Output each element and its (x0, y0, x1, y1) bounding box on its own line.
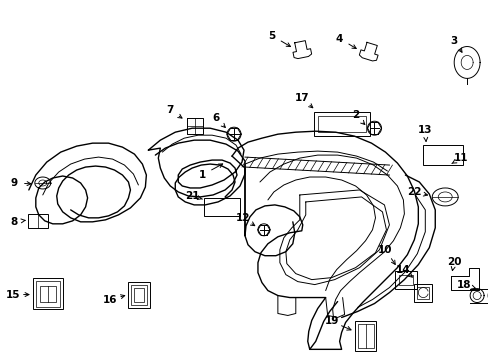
Text: 19: 19 (324, 316, 338, 327)
Text: 4: 4 (335, 33, 343, 44)
Bar (399, 275, 412, 285)
Text: 6: 6 (212, 113, 219, 123)
Bar (423, 145, 462, 165)
Text: 16: 16 (103, 294, 118, 305)
Bar (131, 285, 147, 305)
Bar (413, 284, 431, 302)
Text: 15: 15 (6, 289, 20, 300)
Bar (203, 198, 240, 216)
Bar (128, 282, 150, 307)
Bar (357, 324, 373, 348)
Bar (28, 214, 48, 228)
Text: 11: 11 (453, 153, 468, 163)
Text: 9: 9 (10, 178, 18, 188)
Text: 5: 5 (268, 31, 275, 41)
Text: 1: 1 (198, 170, 205, 180)
Bar (33, 278, 62, 310)
Text: 21: 21 (184, 191, 199, 201)
Text: 18: 18 (456, 280, 470, 289)
Text: 22: 22 (406, 187, 421, 197)
Text: 13: 13 (417, 125, 432, 135)
Bar (395, 271, 416, 289)
Bar (134, 288, 144, 302)
Bar (40, 285, 56, 302)
Text: 8: 8 (10, 217, 18, 227)
Bar (354, 321, 376, 351)
Text: 3: 3 (449, 36, 457, 46)
Bar (416, 287, 428, 298)
Bar (313, 112, 369, 136)
Text: 20: 20 (446, 257, 461, 267)
Bar (36, 280, 60, 306)
Text: 7: 7 (166, 105, 174, 115)
Text: 17: 17 (294, 93, 308, 103)
Text: 2: 2 (351, 110, 359, 120)
Text: 14: 14 (395, 265, 410, 275)
Bar (317, 116, 365, 132)
Text: 10: 10 (377, 245, 392, 255)
Text: 12: 12 (235, 213, 250, 223)
